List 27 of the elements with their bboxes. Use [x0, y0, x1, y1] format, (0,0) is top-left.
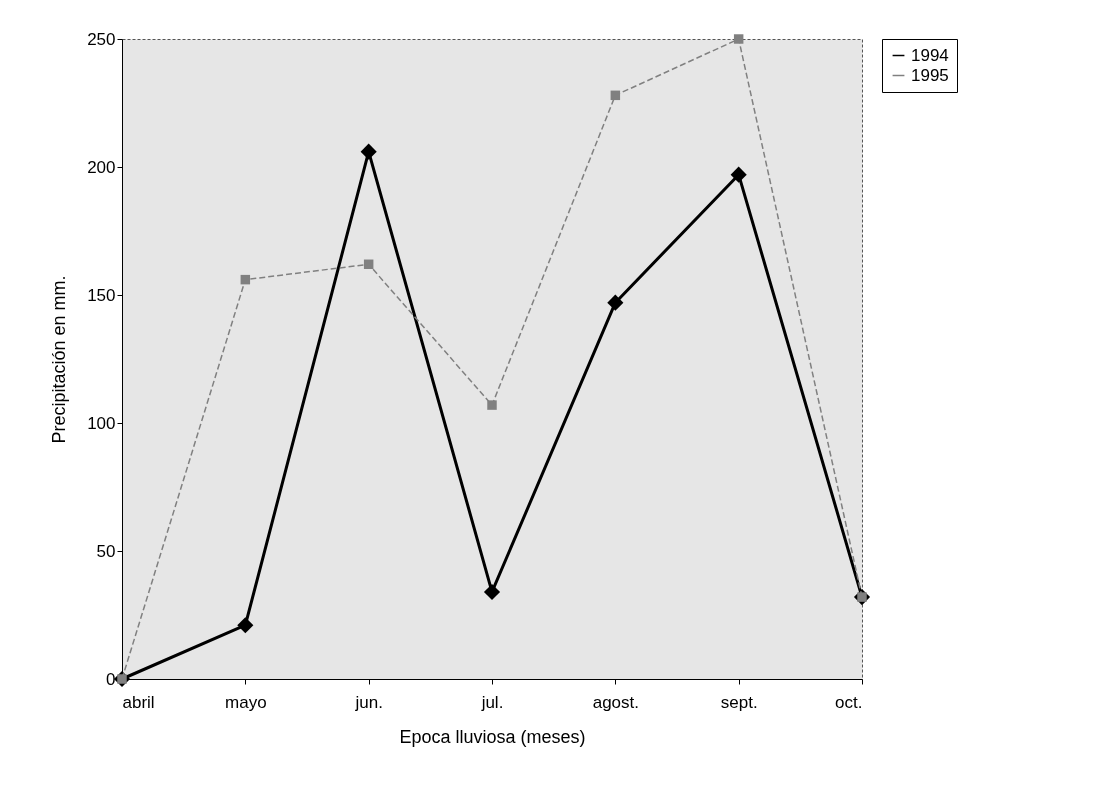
point	[483, 583, 501, 601]
y-axis-title: Precipitación en mm.	[49, 275, 70, 444]
x-tick-label: sept.	[720, 692, 758, 712]
x-tick-label: abril	[122, 692, 155, 712]
point	[237, 617, 254, 634]
point	[487, 400, 497, 410]
y-tick-label: 100	[87, 413, 116, 433]
legend-label: 1995	[911, 65, 949, 85]
point	[240, 274, 251, 285]
x-tick-label: mayo	[225, 692, 267, 712]
y-tick-label: 0	[106, 669, 116, 689]
y-tick-label: 250	[87, 29, 116, 49]
y-tick-label: 150	[87, 285, 116, 305]
x-tick-label: oct.	[835, 692, 863, 712]
point	[610, 90, 621, 101]
x-tick-label: jun.	[354, 692, 383, 712]
x-axis-title: Epoca lluviosa (meses)	[399, 726, 586, 747]
point	[360, 143, 377, 160]
x-tick-label: jul.	[480, 692, 504, 712]
legend-label: 1994	[911, 45, 949, 65]
y-tick-label: 200	[87, 157, 116, 177]
point	[730, 166, 747, 183]
y-tick-label: 50	[96, 541, 116, 561]
point	[607, 294, 624, 311]
point	[733, 34, 744, 44]
x-tick-label: agost.	[592, 692, 639, 712]
point	[363, 259, 374, 270]
